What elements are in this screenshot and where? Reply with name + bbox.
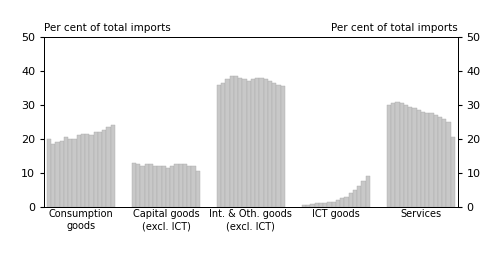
- Bar: [166, 168, 170, 207]
- Bar: [408, 107, 412, 207]
- Bar: [306, 205, 310, 207]
- Bar: [221, 83, 225, 207]
- Bar: [272, 83, 277, 207]
- Bar: [340, 198, 344, 207]
- Bar: [187, 166, 191, 207]
- Bar: [310, 204, 315, 207]
- Bar: [111, 125, 115, 207]
- Bar: [238, 78, 243, 207]
- Bar: [60, 140, 64, 207]
- Bar: [175, 164, 179, 207]
- Bar: [217, 85, 221, 207]
- Bar: [362, 181, 366, 207]
- Bar: [430, 113, 433, 207]
- Bar: [323, 203, 327, 207]
- Bar: [425, 113, 430, 207]
- Bar: [357, 186, 362, 207]
- Bar: [64, 137, 68, 207]
- Bar: [451, 137, 455, 207]
- Bar: [157, 166, 162, 207]
- Bar: [438, 117, 442, 207]
- Bar: [77, 135, 81, 207]
- Bar: [319, 203, 323, 207]
- Bar: [94, 132, 98, 207]
- Bar: [196, 171, 200, 207]
- Bar: [56, 142, 60, 207]
- Bar: [344, 197, 349, 207]
- Bar: [366, 176, 370, 207]
- Bar: [72, 139, 77, 207]
- Bar: [404, 105, 408, 207]
- Bar: [349, 193, 353, 207]
- Bar: [132, 163, 136, 207]
- Bar: [442, 118, 446, 207]
- Bar: [162, 166, 166, 207]
- Bar: [183, 164, 187, 207]
- Bar: [396, 101, 400, 207]
- Bar: [417, 110, 421, 207]
- Bar: [327, 202, 332, 207]
- Bar: [264, 80, 268, 207]
- Bar: [421, 112, 425, 207]
- Bar: [332, 202, 336, 207]
- Bar: [47, 139, 51, 207]
- Bar: [302, 205, 306, 207]
- Bar: [280, 86, 285, 207]
- Bar: [255, 78, 259, 207]
- Bar: [68, 139, 72, 207]
- Bar: [170, 166, 175, 207]
- Bar: [391, 103, 396, 207]
- Bar: [446, 122, 451, 207]
- Bar: [191, 166, 196, 207]
- Bar: [268, 81, 272, 207]
- Bar: [353, 190, 357, 207]
- Bar: [85, 134, 90, 207]
- Bar: [315, 203, 319, 207]
- Text: Per cent of total imports: Per cent of total imports: [44, 23, 171, 33]
- Bar: [225, 80, 230, 207]
- Bar: [433, 115, 438, 207]
- Bar: [251, 80, 255, 207]
- Bar: [102, 130, 106, 207]
- Bar: [400, 103, 404, 207]
- Bar: [149, 164, 153, 207]
- Bar: [277, 85, 280, 207]
- Bar: [81, 134, 85, 207]
- Bar: [246, 81, 251, 207]
- Bar: [412, 108, 417, 207]
- Bar: [140, 166, 145, 207]
- Bar: [98, 132, 102, 207]
- Bar: [234, 76, 238, 207]
- Text: Per cent of total imports: Per cent of total imports: [331, 23, 458, 33]
- Bar: [387, 105, 391, 207]
- Bar: [243, 80, 246, 207]
- Bar: [259, 78, 264, 207]
- Bar: [136, 164, 140, 207]
- Bar: [230, 76, 234, 207]
- Bar: [153, 166, 157, 207]
- Bar: [51, 144, 56, 207]
- Bar: [145, 164, 149, 207]
- Bar: [106, 127, 111, 207]
- Bar: [90, 135, 94, 207]
- Bar: [179, 164, 183, 207]
- Bar: [336, 200, 340, 207]
